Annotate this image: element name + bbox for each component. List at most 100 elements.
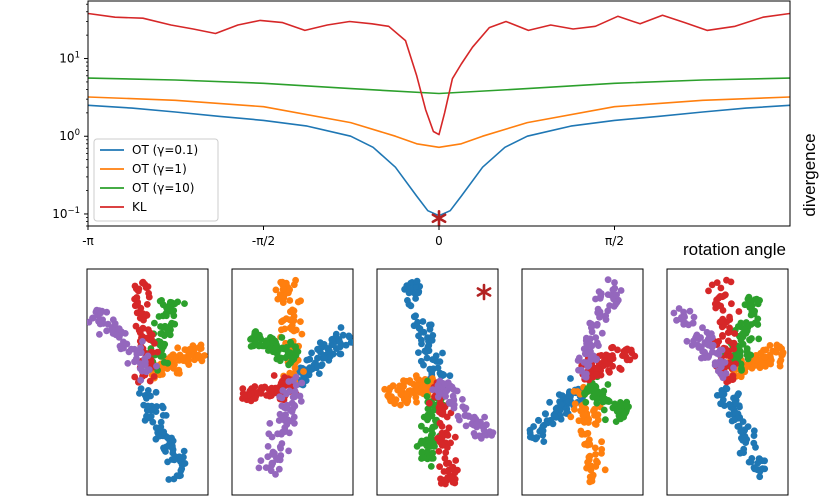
scatter-point — [541, 410, 549, 417]
scatter-point — [428, 369, 436, 377]
x-tick-label-1: -π/2 — [252, 234, 275, 248]
scatter-point — [690, 337, 697, 345]
scatter-point — [730, 345, 738, 353]
scatter-point — [160, 428, 168, 436]
legend-label-0: OT (γ=0.1) — [132, 143, 198, 157]
scatter-point — [703, 328, 711, 336]
scatter-point — [415, 349, 422, 356]
scatter-point — [289, 393, 297, 401]
scatter-point — [419, 318, 427, 325]
scatter-point — [558, 392, 566, 400]
scatter-point — [262, 464, 270, 471]
scatter-point — [397, 401, 404, 409]
scatter-point — [690, 313, 698, 321]
scatter-point — [434, 364, 442, 372]
scatter-point — [734, 392, 741, 399]
scatter-point — [751, 307, 758, 315]
scatter-point — [549, 420, 557, 428]
scatter-point — [160, 358, 168, 366]
scatter-point — [772, 348, 780, 356]
scatter-point — [414, 318, 421, 326]
scatter-point — [726, 324, 733, 332]
y-tick-label-0: 10−1 — [52, 206, 80, 221]
scatter-point — [613, 291, 620, 299]
scatter-point — [442, 449, 450, 456]
scatter-point — [626, 356, 634, 364]
scatter-point — [308, 349, 315, 357]
scatter-point — [571, 400, 579, 408]
scatter-point — [715, 294, 722, 302]
scatter-point — [750, 432, 758, 439]
panel-points-0 — [87, 278, 208, 483]
scatter-point — [305, 371, 313, 379]
scatter-point — [131, 302, 139, 310]
scatter-point — [582, 398, 590, 406]
scatter-point — [746, 336, 754, 344]
scatter-point — [316, 339, 324, 347]
scatter-point — [481, 413, 488, 421]
scatter-point — [736, 352, 744, 360]
optimum-marker — [431, 210, 447, 227]
scatter-point — [766, 342, 774, 349]
scatter-point — [153, 362, 160, 370]
series-line-3 — [88, 12, 790, 136]
scatter-point — [565, 391, 573, 399]
scatter-point — [267, 334, 274, 341]
scatter-point — [144, 326, 152, 334]
scatter-point — [438, 432, 446, 439]
scatter-point — [273, 454, 280, 462]
scatter-point — [278, 295, 286, 302]
marker-layer — [431, 210, 447, 227]
scatter-point — [592, 371, 600, 378]
scatter-point — [167, 353, 174, 361]
scatter-point — [144, 283, 152, 291]
scatter-point — [582, 359, 590, 367]
scatter-point — [583, 334, 590, 342]
panel-points-2 — [381, 277, 497, 488]
scatter-point — [137, 304, 145, 312]
scatter-point — [612, 301, 619, 308]
scatter-point — [717, 317, 725, 325]
scatter-point — [750, 439, 758, 447]
scatter-point — [290, 327, 298, 335]
scatter-point — [442, 392, 449, 400]
scatter-point — [410, 313, 418, 321]
scatter-point — [268, 461, 276, 469]
scatter-point — [137, 349, 145, 356]
scatter-point — [609, 362, 616, 370]
scatter-point — [713, 349, 721, 357]
scatter-point — [617, 287, 625, 294]
scatter-point — [160, 340, 167, 348]
scatter-point — [166, 304, 173, 312]
scatter-point — [737, 336, 745, 344]
scatter-point — [575, 354, 583, 362]
x-axis-label: rotation angle — [683, 240, 786, 259]
scatter-point — [290, 413, 298, 421]
scatter-point — [428, 454, 435, 462]
scatter-point — [181, 300, 188, 307]
scatter-point — [421, 437, 429, 445]
scatter-point — [159, 412, 167, 419]
scatter-point — [454, 466, 461, 474]
scatter-point — [604, 381, 612, 388]
scatter-point — [157, 423, 165, 431]
scatter-point — [270, 372, 278, 379]
y-tick-label-2: 101 — [59, 51, 80, 66]
scatter-point — [708, 281, 716, 289]
scatter-point — [424, 344, 432, 351]
scatter-point — [722, 370, 730, 377]
scatter-point — [776, 358, 784, 366]
scatter-point — [124, 360, 132, 367]
scatter-point — [158, 297, 166, 304]
scatter-point — [444, 432, 452, 439]
scatter-point — [585, 440, 593, 448]
scatter-point — [386, 392, 393, 400]
scatter-point — [685, 321, 692, 329]
scatter-point — [257, 457, 265, 464]
scatter-point — [722, 384, 730, 392]
scatter-point — [598, 329, 606, 337]
scatter-point — [705, 287, 712, 295]
scatter-point — [592, 356, 600, 364]
scatter-point — [480, 426, 488, 434]
scatter-point — [170, 456, 178, 464]
